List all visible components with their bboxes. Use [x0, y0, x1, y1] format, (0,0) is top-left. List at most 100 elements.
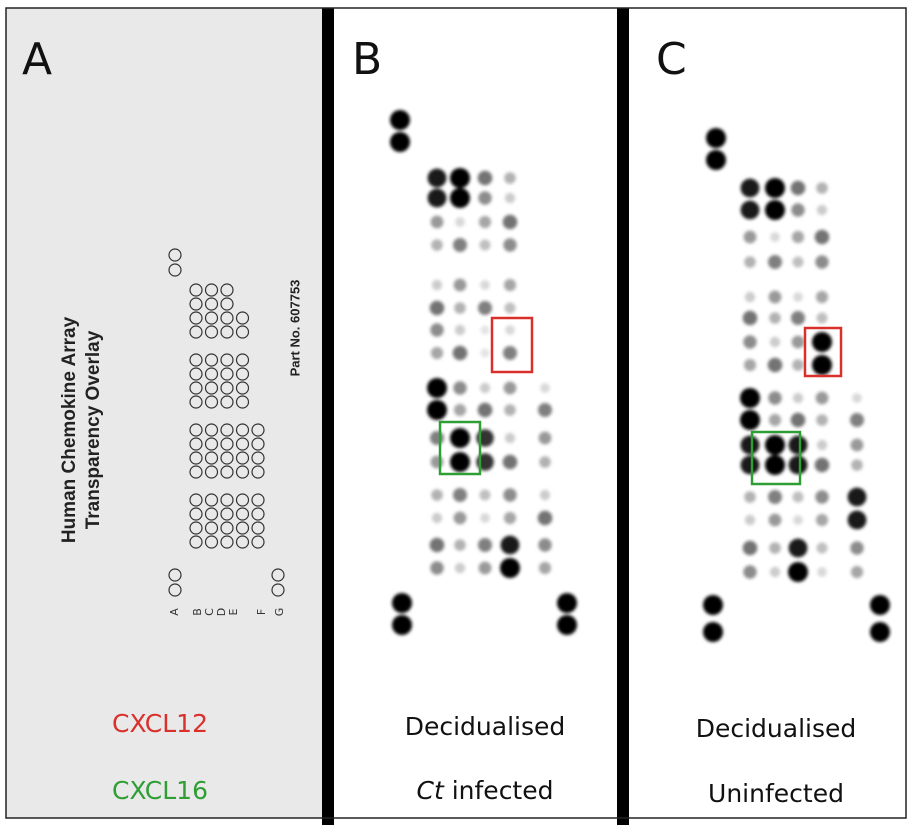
spot	[706, 128, 726, 148]
caption-italic: Ct	[417, 776, 445, 805]
spot	[769, 542, 781, 554]
spot	[539, 456, 551, 468]
caption-rest: infected	[452, 776, 554, 805]
spot	[392, 615, 412, 635]
spot	[850, 413, 864, 427]
row-label: E	[227, 608, 240, 615]
spot	[430, 538, 445, 553]
spot	[815, 255, 828, 268]
spot	[479, 216, 491, 228]
spot	[848, 488, 867, 507]
spot	[480, 280, 490, 290]
spot	[538, 538, 551, 551]
spot	[504, 382, 517, 395]
spot	[744, 491, 756, 503]
spot	[505, 193, 515, 203]
spot	[792, 359, 804, 371]
spot	[478, 403, 493, 418]
spot	[769, 414, 781, 426]
spot	[817, 543, 828, 554]
caption: Ct infected	[417, 776, 554, 805]
spot	[817, 313, 828, 324]
spot	[454, 539, 466, 551]
spot	[812, 332, 832, 352]
spot	[703, 595, 723, 615]
spot	[480, 325, 489, 334]
spot	[816, 392, 829, 405]
spot	[478, 301, 492, 315]
spot	[504, 279, 516, 291]
spot	[870, 595, 890, 615]
spot	[454, 404, 466, 416]
row-label: A	[168, 608, 181, 616]
spot	[504, 512, 516, 524]
spot	[430, 561, 443, 574]
spot	[793, 515, 803, 525]
spot	[815, 490, 828, 503]
spot	[503, 346, 517, 360]
spot	[450, 188, 470, 208]
spot	[765, 455, 785, 475]
spot	[741, 201, 760, 220]
spot	[741, 436, 760, 455]
spot	[390, 132, 410, 152]
spot	[743, 541, 758, 556]
spot	[390, 110, 410, 130]
spot	[503, 215, 518, 230]
caption: Decidualised	[696, 714, 857, 743]
caption: Decidualised	[405, 712, 566, 741]
spot	[427, 378, 447, 398]
spot	[539, 562, 551, 574]
spot	[741, 179, 760, 198]
spot	[848, 511, 867, 530]
spot	[769, 312, 781, 324]
spot	[540, 490, 550, 500]
spot	[428, 189, 447, 208]
spot	[743, 565, 756, 578]
spot	[791, 181, 806, 196]
spot	[812, 355, 832, 375]
spot	[478, 191, 491, 204]
spot	[852, 393, 862, 403]
spot	[815, 230, 830, 245]
spot	[504, 172, 516, 184]
spot	[479, 562, 492, 575]
spot	[743, 311, 758, 326]
row-label: G	[273, 608, 286, 617]
spot	[745, 515, 755, 525]
spot	[791, 311, 805, 325]
spot	[791, 203, 804, 216]
spot	[816, 414, 828, 426]
spot	[431, 216, 444, 229]
spot	[765, 200, 785, 220]
spot	[480, 348, 489, 357]
spot	[455, 217, 465, 227]
spot	[450, 428, 470, 448]
spot	[505, 433, 515, 443]
spot	[453, 346, 468, 361]
spot	[851, 566, 863, 578]
spot	[427, 400, 447, 420]
spot	[431, 239, 443, 251]
spot	[817, 567, 827, 577]
spot	[500, 558, 520, 578]
overlay-title-line: Transparency Overlay	[83, 330, 104, 529]
spot	[740, 410, 760, 430]
spot	[769, 291, 782, 304]
panel-a-background	[6, 8, 322, 818]
spot	[744, 256, 756, 268]
panel-letter: A	[22, 34, 52, 85]
figure: A B C Human Chemokine Array Transparency…	[0, 0, 908, 825]
spot	[478, 538, 492, 552]
spot	[770, 337, 780, 347]
spot	[792, 231, 804, 243]
spot	[793, 292, 803, 302]
spot	[432, 280, 442, 290]
spot	[503, 455, 518, 470]
spot	[454, 512, 467, 525]
spot	[851, 439, 864, 452]
spot	[744, 359, 756, 371]
spot	[453, 488, 467, 502]
spot	[539, 432, 552, 445]
spot	[505, 325, 515, 335]
